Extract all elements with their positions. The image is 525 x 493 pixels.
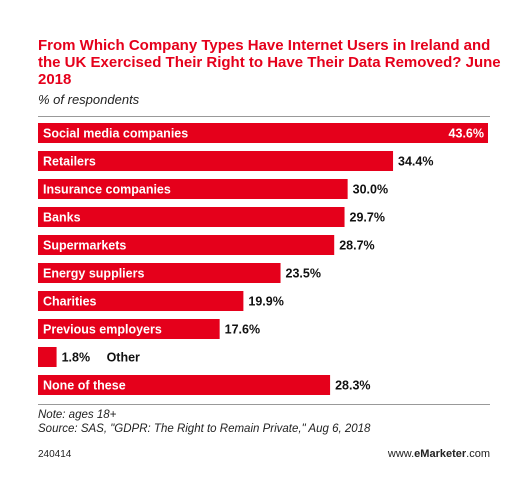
value-label-charities: 19.9% — [248, 295, 283, 309]
source-text: Source: SAS, "GDPR: The Right to Remain … — [38, 423, 371, 435]
value-label-supermarkets: 28.7% — [339, 239, 374, 253]
bar-none-of-these — [38, 375, 331, 395]
category-label-social-media-companies: Social media companies — [43, 127, 188, 141]
value-label-insurance-companies: 30.0% — [353, 183, 388, 197]
category-label-energy-suppliers: Energy suppliers — [43, 267, 144, 281]
bar-other — [38, 347, 57, 367]
category-label-other: Other — [107, 351, 140, 365]
category-label-none-of-these: None of these — [43, 379, 126, 393]
bar-previous-employers — [38, 319, 220, 339]
bar-energy-suppliers — [38, 263, 281, 283]
bar-banks — [38, 207, 345, 227]
emarketer-brand[interactable]: www.eMarketer.com — [388, 448, 490, 460]
category-label-insurance-companies: Insurance companies — [43, 183, 171, 197]
category-label-charities: Charities — [43, 295, 97, 309]
category-label-retailers: Retailers — [43, 155, 96, 169]
value-label-social-media-companies: 43.6% — [449, 127, 484, 141]
chart-notes: Note: ages 18+ Source: SAS, "GDPR: The R… — [38, 408, 370, 436]
bar-charities — [38, 291, 244, 311]
top-divider — [38, 116, 490, 117]
category-label-previous-employers: Previous employers — [43, 323, 162, 337]
value-label-previous-employers: 17.6% — [225, 323, 260, 337]
value-label-other: 1.8% — [62, 351, 91, 365]
bar-insurance-companies — [38, 179, 348, 199]
bar-chart: Social media companies 43.6% Retailers 34.4… — [38, 123, 488, 395]
brand-suffix: .com — [466, 448, 490, 460]
category-label-banks: Banks — [43, 211, 81, 225]
bottom-divider — [38, 404, 490, 405]
note-text: Note: ages 18+ — [38, 409, 117, 421]
value-label-retailers: 34.4% — [398, 155, 433, 169]
bar-supermarkets — [38, 235, 335, 255]
category-label-supermarkets: Supermarkets — [43, 239, 126, 253]
value-label-none-of-these: 28.3% — [335, 379, 370, 393]
brand-prefix: www. — [387, 448, 415, 460]
brand-name: eMarketer — [414, 448, 467, 460]
bar-retailers — [38, 151, 394, 171]
chart-subtitle: % of respondents — [38, 92, 140, 107]
chart-title: From Which Company Types Have Internet U… — [38, 37, 501, 88]
value-label-banks: 29.7% — [350, 211, 385, 225]
value-label-energy-suppliers: 23.5% — [286, 267, 321, 281]
bar-social-media-companies — [38, 123, 488, 143]
chart-id: 240414 — [38, 449, 72, 460]
